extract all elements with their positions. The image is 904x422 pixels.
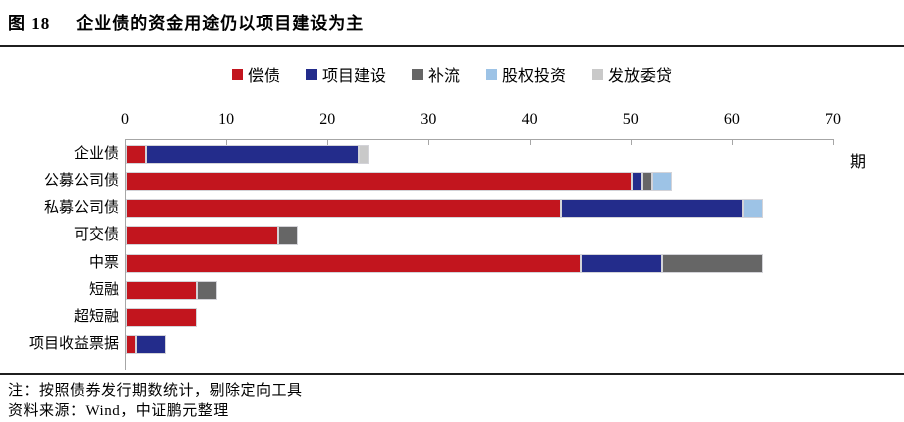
legend-item-1: 项目建设 — [305, 62, 386, 86]
bar-segment — [126, 280, 197, 300]
x-tick-label: 50 — [622, 111, 639, 128]
bar-segment — [560, 199, 743, 219]
bar-segment — [126, 199, 561, 219]
category-label: 中票 — [88, 254, 119, 271]
category-label: 私募公司债 — [43, 200, 119, 217]
chart-legend: 偿债 项目建设 补流 股权投资 发放委贷 — [0, 62, 904, 86]
x-tick-mark — [327, 139, 329, 145]
x-tick-label: 40 — [521, 111, 538, 128]
legend-label: 补流 — [427, 68, 460, 85]
legend-label: 股权投资 — [502, 68, 567, 85]
x-tick-mark — [731, 139, 733, 145]
bar-segment — [641, 172, 652, 192]
bar-segment — [358, 145, 369, 164]
legend-swatch-icon — [305, 68, 317, 80]
source-line: 资料来源：Wind，中证鹏元整理 — [8, 403, 229, 419]
figure-title-text: 企业债的资金用途仍以项目建设为主 — [76, 14, 365, 33]
x-tick-mark — [428, 139, 430, 145]
x-tick-mark — [833, 139, 834, 145]
bar-segment — [126, 172, 632, 192]
legend-swatch-icon — [592, 68, 604, 80]
figure-number: 图 18 — [8, 14, 51, 33]
category-label: 项目收益票据 — [28, 336, 119, 353]
legend-label: 项目建设 — [321, 68, 386, 85]
x-tick-mark — [226, 139, 228, 145]
x-tick-mark — [529, 139, 531, 145]
title-divider-line — [0, 45, 904, 47]
bar-segment — [742, 199, 764, 219]
bar-segment — [277, 226, 298, 246]
bar-segment — [126, 145, 147, 164]
bar-segment — [651, 172, 673, 192]
bar-segment — [196, 280, 218, 300]
x-tick-label: 60 — [723, 111, 740, 128]
axis-unit-label: 期 — [850, 154, 867, 171]
bar-segment — [631, 172, 642, 192]
legend-swatch-icon — [231, 68, 243, 80]
category-label: 短融 — [88, 281, 119, 298]
legend-item-0: 偿债 — [231, 62, 280, 86]
bar-segment — [126, 307, 197, 327]
y-axis-line — [125, 139, 126, 370]
legend-swatch-icon — [486, 68, 497, 80]
category-label: 公募公司债 — [43, 173, 119, 190]
x-tick-mark — [630, 139, 632, 145]
legend-item-2: 补流 — [411, 62, 460, 86]
bar-segment — [146, 145, 359, 164]
category-label: 超短融 — [73, 308, 119, 325]
legend-label: 偿债 — [247, 68, 280, 85]
figure-title: 图 18 企业债的资金用途仍以项目建设为主 — [8, 9, 364, 34]
bar-segment — [662, 253, 764, 273]
bar-segment — [126, 226, 278, 246]
x-axis-line — [125, 139, 833, 140]
x-tick-label: 0 — [121, 111, 129, 128]
legend-item-3: 股权投资 — [486, 62, 566, 86]
legend-item-4: 发放委贷 — [592, 62, 672, 86]
note-line: 注：按照债券发行期数统计，剔除定向工具 — [8, 383, 303, 399]
footer-divider-line — [0, 373, 904, 375]
category-label: 企业债 — [73, 146, 119, 162]
bar-segment — [126, 335, 137, 355]
x-tick-mark — [125, 139, 126, 145]
legend-label: 发放委贷 — [608, 68, 673, 85]
x-tick-label: 10 — [218, 111, 235, 128]
x-tick-label: 70 — [825, 111, 841, 128]
legend-swatch-icon — [411, 68, 423, 80]
bar-segment — [581, 253, 663, 273]
x-tick-label: 20 — [319, 111, 336, 128]
bar-segment — [126, 253, 582, 273]
x-tick-label: 30 — [420, 111, 437, 128]
category-label: 可交债 — [73, 227, 119, 244]
bar-segment — [136, 335, 167, 355]
